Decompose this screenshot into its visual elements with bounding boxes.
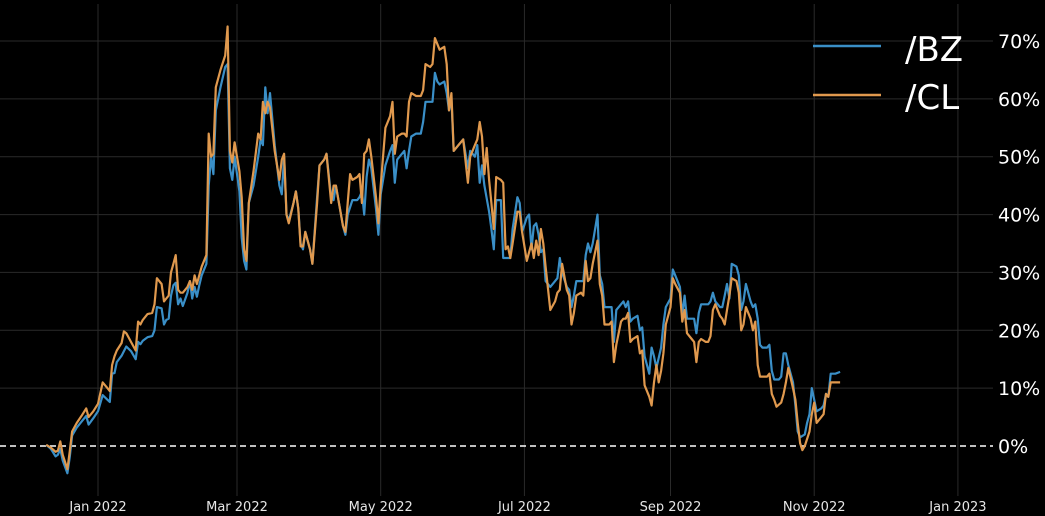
legend: /BZ /CL bbox=[813, 30, 963, 118]
y-tick-label: 70% bbox=[998, 31, 1040, 53]
y-tick-label: 20% bbox=[998, 320, 1040, 342]
y-tick-label: 60% bbox=[998, 89, 1040, 111]
x-axis-labels: Jan 2022 Mar 2022 May 2022 Jul 2022 Sep 2022… bbox=[68, 500, 986, 515]
legend-label-bz: /BZ bbox=[905, 30, 963, 70]
y-tick-label: 0% bbox=[998, 436, 1028, 458]
y-axis-labels: 0% 10% 20% 30% 40% 50% 60% 70% bbox=[998, 31, 1040, 458]
x-tick-label: Jan 2023 bbox=[928, 500, 986, 515]
x-tick-label: Sep 2022 bbox=[640, 500, 702, 515]
y-tick-label: 40% bbox=[998, 205, 1040, 227]
series-line-cl bbox=[45, 25, 841, 471]
x-tick-label: Mar 2022 bbox=[206, 500, 268, 515]
y-tick-label: 30% bbox=[998, 262, 1040, 284]
y-tick-label: 10% bbox=[998, 378, 1040, 400]
x-tick-label: Jan 2022 bbox=[68, 500, 126, 515]
x-tick-label: May 2022 bbox=[349, 500, 413, 515]
grid-lines bbox=[0, 4, 993, 496]
y-tick-label: 50% bbox=[998, 147, 1040, 169]
legend-label-cl: /CL bbox=[905, 78, 959, 118]
series-lines bbox=[45, 25, 841, 475]
x-tick-label: Jul 2022 bbox=[497, 500, 551, 515]
x-tick-label: Nov 2022 bbox=[783, 500, 846, 515]
